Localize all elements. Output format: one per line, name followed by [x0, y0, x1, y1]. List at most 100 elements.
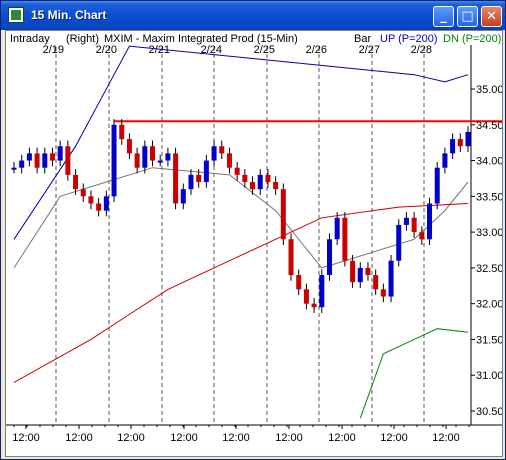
price-bar: [165, 153, 171, 161]
price-bar: [226, 153, 232, 168]
price-bar: [457, 139, 463, 147]
price-bar: [173, 153, 179, 204]
price-bar: [142, 146, 148, 168]
price-bar: [42, 153, 48, 168]
price-bar: [411, 217, 417, 233]
x-tick-label: 12:00: [380, 432, 408, 444]
moving-average-line: [13, 167, 469, 269]
date-marker-label: 2/20: [96, 44, 117, 56]
date-gridlines: 2/19 2/20 2/21 2/24 2/25 2/26 2/27 2/28: [43, 44, 432, 425]
price-bar: [442, 153, 448, 168]
title-bar[interactable]: 15 Min. Chart _ □ ✕: [1, 1, 505, 30]
price-bar: [465, 131, 471, 147]
price-bar: [126, 139, 132, 154]
price-bar: [396, 224, 402, 261]
price-bar: [265, 174, 271, 183]
date-marker-label: 2/19: [43, 44, 64, 56]
price-bar: [219, 146, 225, 154]
price-bar: [88, 196, 94, 204]
price-bar: [57, 146, 63, 161]
price-bar: [380, 289, 386, 297]
minimize-button[interactable]: _: [433, 6, 454, 27]
price-bar: [403, 217, 409, 225]
price-bar: [303, 289, 309, 304]
price-bar: [34, 153, 40, 168]
close-button[interactable]: ✕: [481, 6, 502, 27]
price-bar: [157, 160, 163, 163]
price-bar: [311, 303, 317, 308]
y-tick-label: 33.00: [476, 227, 502, 239]
price-bar: [150, 146, 156, 161]
y-tick-label: 31.50: [476, 334, 502, 346]
up-label: UP (P=200): [380, 33, 438, 45]
price-bar: [111, 124, 117, 197]
scale-label: (Right): [66, 33, 99, 45]
price-bar: [334, 217, 340, 240]
date-marker-label: 2/25: [254, 44, 275, 56]
price-bar: [388, 260, 394, 297]
x-tick-label: 12:00: [117, 432, 145, 444]
date-marker-label: 2/26: [306, 44, 327, 56]
x-tick-label: 12:00: [12, 432, 40, 444]
price-bar: [49, 153, 55, 161]
indicator-lines: [13, 45, 502, 419]
price-bar: [180, 189, 186, 204]
app-icon[interactable]: [8, 7, 24, 23]
style-label: Bar: [354, 33, 371, 45]
price-bar: [65, 146, 71, 175]
price-bar: [96, 203, 102, 211]
price-bar: [419, 232, 425, 240]
dn-label: DN (P=200): [443, 33, 501, 45]
price-bar: [434, 167, 440, 204]
y-tick-label: 33.50: [476, 191, 502, 203]
symbol-label: MXIM - Maxim Integrated Prod (15-Min): [104, 33, 298, 45]
x-tick-label: 12:00: [328, 432, 356, 444]
price-bar: [257, 174, 263, 190]
price-bar: [119, 124, 125, 140]
y-tick-label: 30.50: [476, 406, 502, 418]
price-bar: [342, 217, 348, 261]
y-tick-label: 34.00: [476, 156, 502, 168]
price-bar: [203, 160, 209, 183]
window-title: 15 Min. Chart: [31, 8, 107, 22]
price-bar: [211, 146, 217, 161]
price-chart[interactable]: Intraday (Right) MXIM - Maxim Integrated…: [6, 31, 502, 456]
price-bar: [373, 275, 379, 290]
x-tick-label: 12:00: [65, 432, 93, 444]
price-bar: [427, 203, 433, 240]
price-bar: [319, 275, 325, 308]
date-marker-label: 2/27: [359, 44, 380, 56]
x-tick-labels: 12:00 12:00 12:00 12:00 12:00 12:00 12:00 12:00…: [12, 425, 470, 444]
chart-area[interactable]: Intraday (Right) MXIM - Maxim Integrated…: [5, 30, 503, 457]
y-tick-label: 32.00: [476, 299, 502, 311]
price-bar: [80, 189, 86, 197]
price-bar: [357, 267, 363, 283]
y-tick-label: 35.00: [476, 84, 502, 96]
date-marker-label: 2/21: [149, 44, 170, 56]
price-bar: [11, 167, 17, 170]
price-bar: [450, 139, 456, 154]
price-bar: [19, 160, 25, 168]
price-bar: [326, 239, 332, 276]
price-bar: [350, 260, 356, 283]
date-marker-label: 2/28: [411, 44, 432, 56]
maximize-button[interactable]: □: [457, 6, 478, 27]
lower-band-line: [359, 328, 469, 419]
y-tick-label: 32.50: [476, 263, 502, 275]
y-tick-label: 34.50: [476, 120, 502, 132]
x-tick-label: 12:00: [275, 432, 303, 444]
price-bar: [280, 189, 286, 240]
price-bars: [11, 119, 471, 313]
price-bar: [234, 167, 240, 175]
y-tick-label: 31.00: [476, 370, 502, 382]
x-tick-label: 12:00: [222, 432, 250, 444]
upper-band-line: [13, 45, 469, 240]
long-average-line: [13, 203, 469, 383]
price-bar: [188, 174, 194, 190]
x-tick-label: 12:00: [432, 432, 460, 444]
date-marker-label: 2/24: [201, 44, 222, 56]
price-bar: [273, 182, 279, 190]
price-bar: [103, 196, 109, 211]
price-bar: [242, 174, 248, 183]
